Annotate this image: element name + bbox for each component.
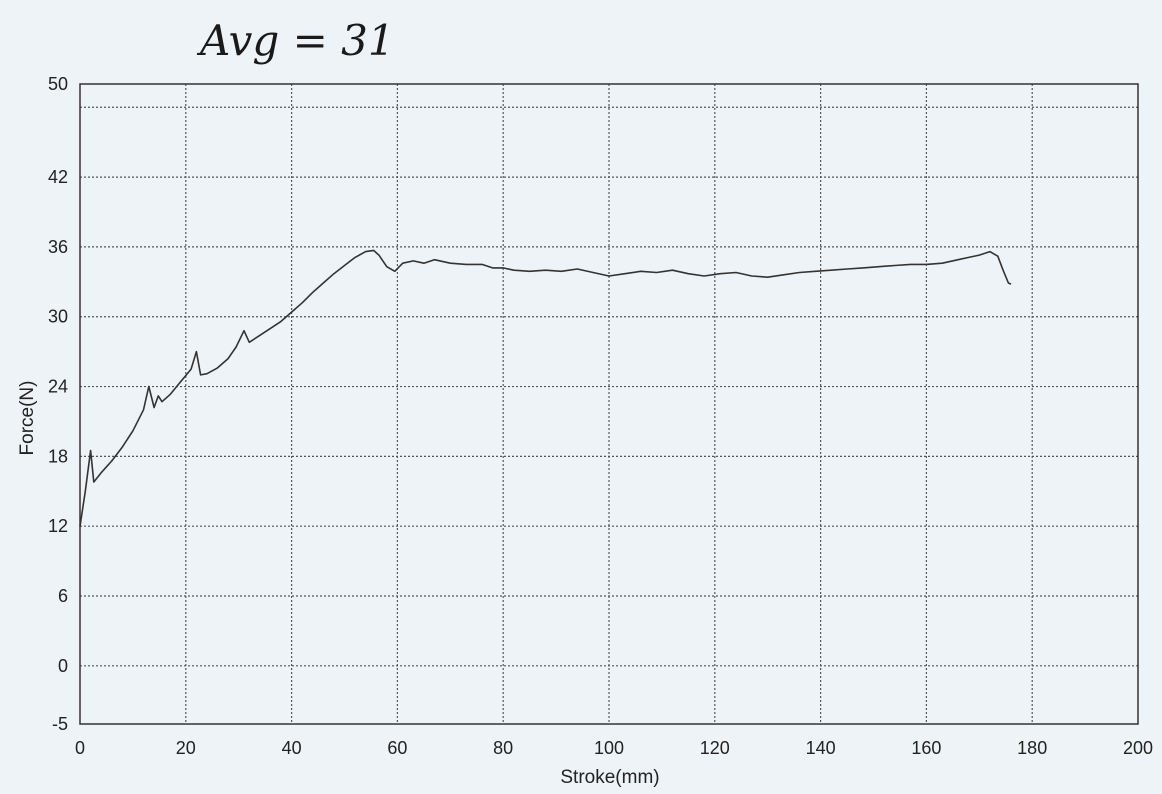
x-tick-label: 60 <box>387 738 407 758</box>
x-tick-label: 100 <box>594 738 624 758</box>
force-series-line <box>79 249 1012 527</box>
y-tick-label: 12 <box>48 516 68 536</box>
handwritten-annotation: Avg = 31 <box>196 16 395 65</box>
x-tick-label: 0 <box>75 738 85 758</box>
x-tick-label: 20 <box>176 738 196 758</box>
series-layer <box>79 249 1012 527</box>
grid-layer <box>80 84 1138 724</box>
y-tick-label: 0 <box>58 656 68 676</box>
x-tick-label: 40 <box>282 738 302 758</box>
y-tick-labels: -5 0 6 12 18 24 30 36 42 50 <box>48 74 68 734</box>
x-tick-label: 200 <box>1123 738 1153 758</box>
x-tick-label: 180 <box>1017 738 1047 758</box>
x-tick-label: 160 <box>911 738 941 758</box>
y-tick-label: 30 <box>48 307 68 327</box>
x-tick-labels: 0 20 40 60 80 100 120 140 160 180 200 <box>75 738 1153 758</box>
y-tick-label: -5 <box>52 714 68 734</box>
y-axis-title: Force(N) <box>17 381 38 456</box>
y-tick-label: 42 <box>48 167 68 187</box>
x-axis-title: Stroke(mm) <box>560 767 659 788</box>
y-tick-label: 18 <box>48 446 68 466</box>
x-tick-label: 140 <box>806 738 836 758</box>
plot-border <box>79 83 1139 725</box>
x-tick-label: 80 <box>493 738 513 758</box>
y-tick-label: 24 <box>48 377 68 397</box>
plot-frame <box>79 83 1139 725</box>
y-tick-label: 50 <box>48 74 68 94</box>
y-tick-label: 36 <box>48 237 68 257</box>
y-tick-label: 6 <box>58 586 68 606</box>
x-tick-label: 120 <box>700 738 730 758</box>
